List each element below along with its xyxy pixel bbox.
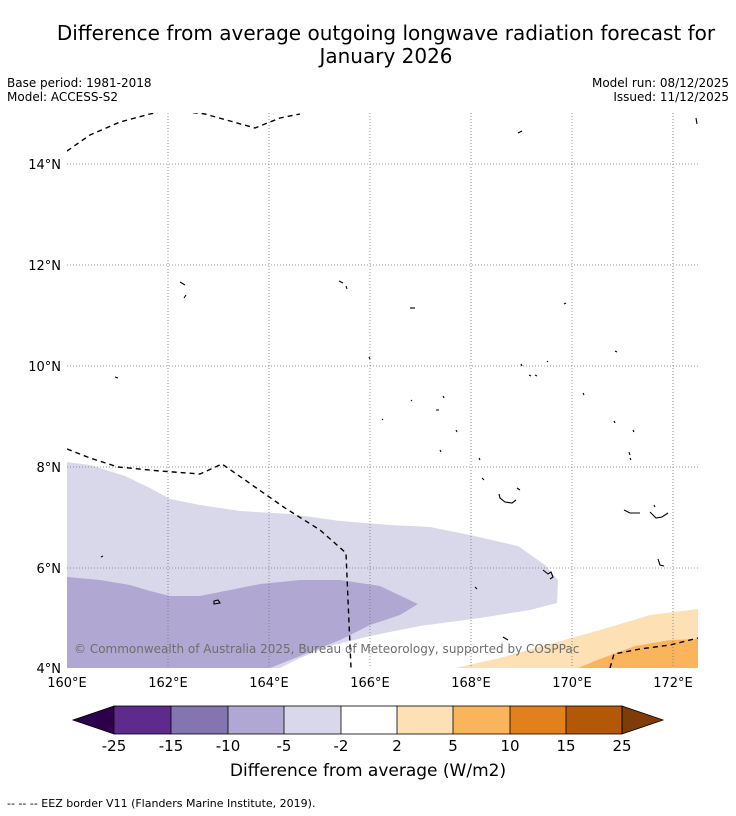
island xyxy=(100,555,104,558)
colorbar-tick-label: -10 xyxy=(216,737,241,755)
title-line-1: Difference from average outgoing longwav… xyxy=(56,21,716,45)
colorbar-tick-label: 25 xyxy=(612,737,631,755)
island xyxy=(520,360,549,377)
meta-right: Model run: 08/12/2025 Issued: 11/12/2025 xyxy=(592,76,729,104)
island xyxy=(381,418,458,433)
colorbar-tick-label: -25 xyxy=(102,737,127,755)
colorbar-tick-label: -15 xyxy=(159,737,184,755)
lat-tick-label: 8°N xyxy=(37,461,62,476)
meta-left: Base period: 1981-2018 Model: ACCESS-S2 xyxy=(7,76,152,104)
island xyxy=(481,477,485,481)
lon-axis: 160°E 162°E 164°E 166°E 168°E 170°E 172°… xyxy=(47,676,693,691)
colorbar-segment xyxy=(453,706,510,734)
eez-border-southeast xyxy=(609,637,698,668)
island xyxy=(474,586,478,590)
lat-axis: 14°N 12°N 10°N 8°N 6°N 4°N xyxy=(28,158,61,677)
model-run: Model run: 08/12/2025 xyxy=(591,76,729,90)
colorbar-title: Difference from average (W/m2) xyxy=(229,761,507,781)
island xyxy=(614,350,618,353)
lon-tick-label: 170°E xyxy=(552,676,592,691)
eez-borders xyxy=(67,113,698,668)
island xyxy=(179,281,187,299)
lat-tick-label: 10°N xyxy=(28,360,61,375)
colorbar-segment xyxy=(114,706,171,734)
anomaly-minus10-region xyxy=(67,577,418,668)
island xyxy=(114,376,119,379)
map-panel: © Commonwealth of Australia 2025, Bureau… xyxy=(67,113,698,668)
lat-tick-label: 6°N xyxy=(37,562,62,577)
island xyxy=(439,449,632,461)
eez-border-north xyxy=(67,113,301,152)
base-period: Base period: 1981-2018 xyxy=(7,76,152,90)
lon-tick-label: 168°E xyxy=(451,676,491,691)
island xyxy=(542,569,554,580)
colorbar-segment xyxy=(341,706,397,734)
island xyxy=(517,130,523,134)
lon-tick-label: 166°E xyxy=(350,676,390,691)
island xyxy=(498,487,521,504)
colorbar-tick-label: 5 xyxy=(448,737,458,755)
colorbar-segment xyxy=(228,706,284,734)
eez-border-south xyxy=(67,448,352,668)
colorbar-segment xyxy=(510,706,566,734)
lat-tick-label: 12°N xyxy=(28,259,61,274)
lon-tick-label: 172°E xyxy=(653,676,693,691)
colorbar-tick-label: 15 xyxy=(556,737,575,755)
lat-tick-label: 14°N xyxy=(28,158,61,173)
copyright-text: © Commonwealth of Australia 2025, Bureau… xyxy=(74,642,579,656)
issued-date: Issued: 11/12/2025 xyxy=(613,90,729,104)
colorbar-segment xyxy=(566,706,622,734)
model-name: Model: ACCESS-S2 xyxy=(7,90,119,104)
island xyxy=(582,392,585,396)
lon-tick-label: 164°E xyxy=(249,676,289,691)
island xyxy=(502,636,509,641)
island xyxy=(563,302,567,305)
lat-tick-label: 4°N xyxy=(37,662,62,677)
island xyxy=(338,280,348,290)
colorbar-segment xyxy=(171,706,228,734)
colorbar-over-arrow xyxy=(621,705,665,735)
colorbar-under-arrow xyxy=(71,705,115,735)
island xyxy=(410,395,445,411)
island xyxy=(613,420,635,433)
island xyxy=(653,504,656,508)
lon-tick-label: 162°E xyxy=(148,676,188,691)
colorbar: -25 -15 -10 -5 -2 2 5 10 15 25 xyxy=(71,705,665,755)
island xyxy=(623,509,669,519)
island xyxy=(368,356,371,360)
lon-tick-label: 160°E xyxy=(47,676,87,691)
title-line-2: January 2026 xyxy=(319,44,453,68)
eez-footnote: -- -- -- EEZ border V11 (Flanders Marine… xyxy=(7,797,316,810)
colorbar-segment xyxy=(284,706,341,734)
colorbar-tick-label: 10 xyxy=(500,737,519,755)
island xyxy=(695,117,698,125)
island xyxy=(213,599,221,605)
anomaly-plus5-region xyxy=(578,639,698,668)
colorbar-tick-label: -5 xyxy=(277,737,292,755)
island xyxy=(657,558,665,567)
islands xyxy=(100,117,698,641)
map-gridlines xyxy=(67,113,698,668)
map-title: Difference from average outgoing longwav… xyxy=(0,22,736,68)
colorbar-tick-label: -2 xyxy=(334,737,349,755)
colorbar-segment xyxy=(397,706,453,734)
colorbar-tick-label: 2 xyxy=(392,737,402,755)
